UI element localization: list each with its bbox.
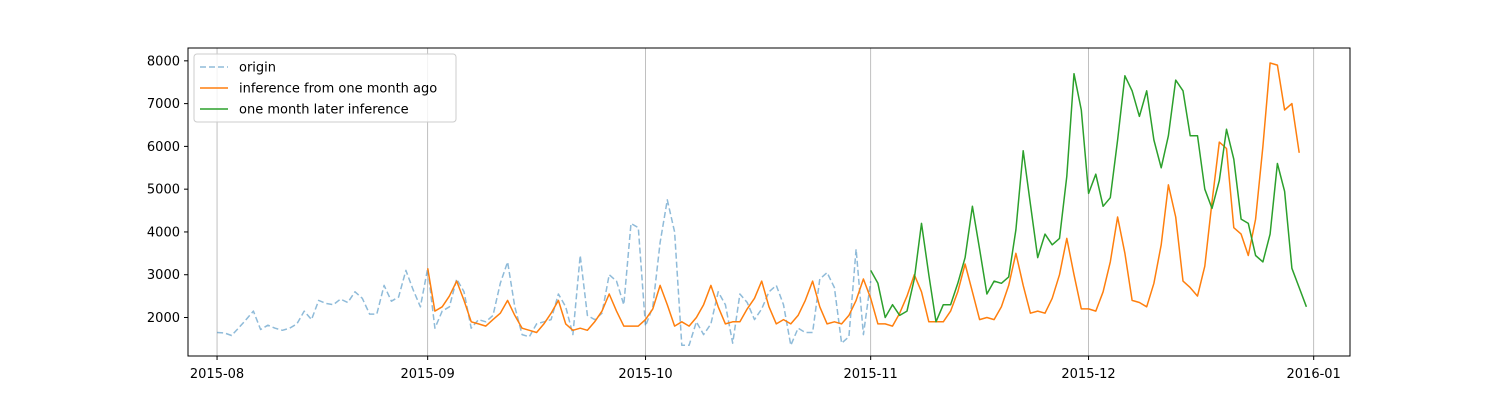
x-tick-label: 2015-10	[618, 367, 672, 382]
y-tick-label: 3000	[147, 268, 180, 283]
series-line-2	[870, 72, 1308, 323]
legend-label-1: inference from one month ago	[239, 82, 437, 97]
legend-box	[193, 53, 457, 123]
y-tick-label: 2000	[147, 311, 180, 326]
y-tick-label: 6000	[147, 140, 180, 155]
y-tick-label: 7000	[147, 97, 180, 112]
legend-label-0: origin	[239, 61, 276, 76]
y-tick-label: 5000	[147, 183, 180, 198]
plot-frame	[187, 47, 1351, 357]
series-lines	[217, 62, 1308, 347]
x-tick-label: 2016-01	[1287, 367, 1341, 382]
x-axis: 2015-08 2015-09 2015-10 2015-11 2015-12 2016-…	[190, 356, 1341, 382]
x-tick-label: 2015-11	[844, 367, 898, 382]
y-axis: 2000 3000 4000 5000 6000 7000 8000	[147, 54, 188, 326]
x-tick-label: 2015-09	[400, 367, 454, 382]
series-line-1	[426, 62, 1300, 334]
legend: origin inference from one month ago one mo…	[193, 53, 457, 123]
legend-label-2: one month later inference	[239, 103, 409, 118]
y-tick-label: 8000	[147, 54, 180, 69]
series-line-0	[217, 199, 872, 347]
x-tick-label: 2015-08	[190, 367, 244, 382]
y-tick-label: 4000	[147, 225, 180, 240]
x-tick-label: 2015-12	[1061, 367, 1115, 382]
